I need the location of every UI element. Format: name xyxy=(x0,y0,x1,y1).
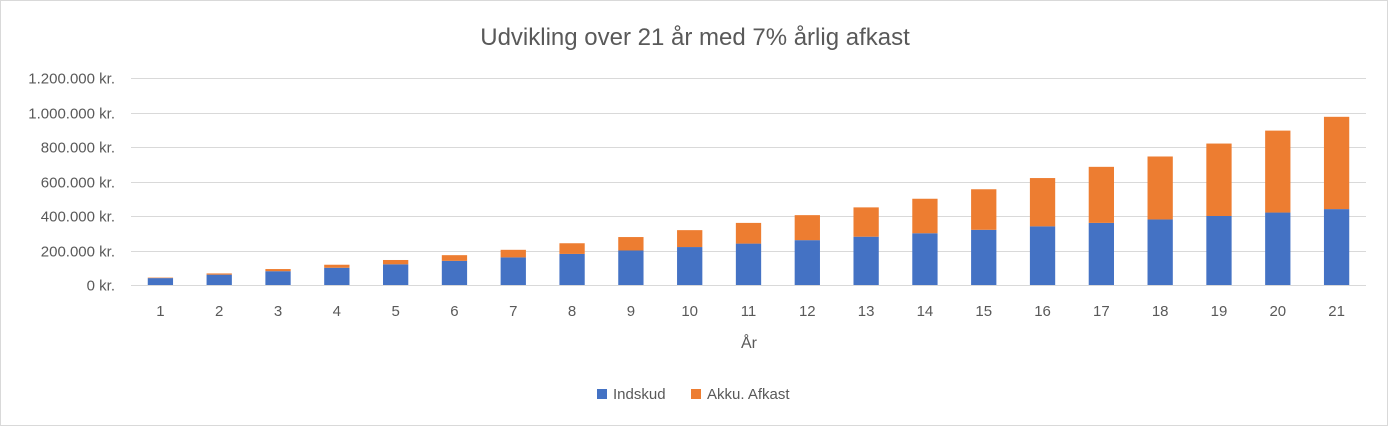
bar-indskud xyxy=(147,278,174,285)
bar-indskud xyxy=(265,271,291,285)
y-tick-label: 800.000 kr. xyxy=(41,140,115,157)
bar-akku-afkast xyxy=(1206,143,1232,216)
bar-indskud xyxy=(794,240,820,285)
bar-indskud xyxy=(971,229,997,285)
bar-indskud xyxy=(1147,219,1173,285)
x-tick-label: 2 xyxy=(215,303,223,320)
x-tick-label: 1 xyxy=(156,303,164,320)
x-tick-label: 11 xyxy=(741,303,757,320)
bar-akku-afkast xyxy=(794,215,820,241)
bar-akku-afkast xyxy=(324,264,350,268)
legend-swatch xyxy=(597,389,607,399)
x-tick-label: 16 xyxy=(1034,303,1051,320)
bar-indskud xyxy=(735,243,762,285)
bar-akku-afkast xyxy=(1147,156,1173,220)
bar-indskud xyxy=(500,257,526,285)
x-tick-label: 21 xyxy=(1328,303,1345,320)
bar-indskud xyxy=(559,253,585,285)
y-tick-label: 0 kr. xyxy=(87,278,115,295)
bar-indskud xyxy=(618,250,644,285)
x-tick-label: 12 xyxy=(799,303,816,320)
gridlines xyxy=(131,78,1366,286)
legend-label: Akku. Afkast xyxy=(707,386,790,403)
chart-title: Udvikling over 21 år med 7% årlig afkast xyxy=(480,24,910,51)
y-tick-label: 400.000 kr. xyxy=(41,209,115,226)
bar-akku-afkast xyxy=(383,259,409,265)
x-tick-label: 9 xyxy=(627,303,635,320)
bar-akku-afkast xyxy=(1265,130,1291,213)
x-tick-label: 19 xyxy=(1211,303,1228,320)
bar-indskud xyxy=(383,264,409,285)
bar-indskud xyxy=(1029,226,1056,285)
bar-akku-afkast xyxy=(265,269,291,272)
y-tick-label: 200.000 kr. xyxy=(41,244,115,261)
bar-akku-afkast xyxy=(1088,166,1114,223)
y-tick-label: 1.200.000 kr. xyxy=(28,71,115,88)
legend-label: Indskud xyxy=(613,386,666,403)
x-axis-title: År xyxy=(741,333,758,352)
x-tick-label: 18 xyxy=(1152,303,1169,320)
bar-akku-afkast xyxy=(441,255,468,261)
bar-indskud xyxy=(1323,209,1350,285)
bar-indskud xyxy=(324,267,350,285)
bar-indskud xyxy=(206,274,232,285)
x-tick-label: 15 xyxy=(975,303,992,320)
x-tick-label: 7 xyxy=(509,303,517,320)
bar-indskud xyxy=(1088,222,1114,285)
bar-indskud xyxy=(912,233,938,285)
bar-akku-afkast xyxy=(1029,178,1056,227)
bar-akku-afkast xyxy=(618,237,644,251)
x-tick-label: 4 xyxy=(333,303,341,320)
bar-akku-afkast xyxy=(853,207,879,237)
x-tick-label: 14 xyxy=(917,303,934,320)
x-tick-label: 17 xyxy=(1093,303,1110,320)
x-tick-label: 5 xyxy=(391,303,399,320)
bar-akku-afkast xyxy=(912,198,938,234)
bar-indskud xyxy=(441,260,468,285)
x-tick-label: 20 xyxy=(1269,303,1286,320)
bar-indskud xyxy=(677,247,703,285)
bar-indskud xyxy=(853,236,879,285)
x-tick-label: 13 xyxy=(858,303,875,320)
y-tick-label: 600.000 kr. xyxy=(41,175,115,192)
bar-akku-afkast xyxy=(677,230,703,248)
x-tick-label: 6 xyxy=(450,303,458,320)
x-axis-ticks: 1 2 3 4 5 6 7 8 9 10 11 12 13 14 15 16 17 18 19 20 21 xyxy=(156,303,1345,320)
x-tick-label: 8 xyxy=(568,303,576,320)
bar-indskud xyxy=(1206,216,1232,285)
y-axis-ticks: 0 kr. 200.000 kr. 400.000 kr. 600.000 kr. 80… xyxy=(28,71,115,295)
bar-akku-afkast xyxy=(971,189,997,230)
legend: Indskud Akku. Afkast xyxy=(597,386,790,403)
bar-akku-afkast xyxy=(206,273,232,275)
bars xyxy=(147,116,1350,285)
x-tick-label: 3 xyxy=(274,303,282,320)
bar-akku-afkast xyxy=(559,243,585,254)
bar-akku-afkast xyxy=(500,249,526,258)
y-tick-label: 1.000.000 kr. xyxy=(28,106,115,123)
x-tick-label: 10 xyxy=(681,303,698,320)
bar-akku-afkast xyxy=(1323,116,1350,210)
bar-indskud xyxy=(1265,212,1291,285)
bar-akku-afkast xyxy=(735,222,762,244)
legend-swatch xyxy=(691,389,701,399)
